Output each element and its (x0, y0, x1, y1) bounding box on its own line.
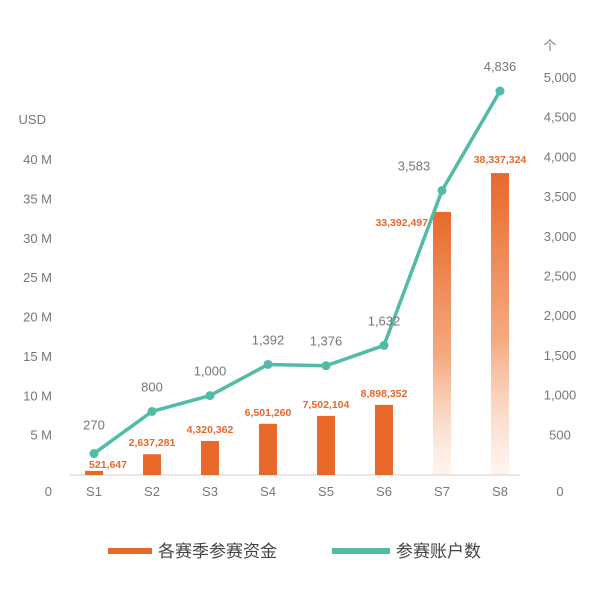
right-axis-unit: 个 (543, 38, 556, 53)
bar-s6 (375, 404, 393, 475)
legend-swatch-funding (108, 548, 152, 554)
line-label: 1,376 (310, 334, 343, 349)
right-axis-tick: 2,500 (544, 269, 577, 284)
bar-s2 (143, 454, 161, 475)
x-axis-tick: S6 (376, 484, 392, 499)
right-axis-tick: 3,500 (544, 189, 577, 204)
line-point-s8 (495, 86, 505, 96)
bars-layer (85, 173, 509, 475)
bar-label: 2,637,281 (129, 437, 176, 449)
right-axis-tick: 500 (549, 427, 571, 442)
legend-swatch-accounts (332, 548, 390, 554)
line-label: 800 (141, 379, 163, 394)
line-label: 1,000 (194, 364, 227, 379)
x-axis-tick: S8 (492, 484, 508, 499)
line-point-s4 (263, 359, 273, 369)
right-axis-tick: 3,000 (544, 229, 577, 244)
left-axis-tick: 5 M (30, 428, 52, 443)
left-axis-tick: 20 M (23, 310, 52, 325)
bar-label: 6,501,260 (245, 407, 292, 419)
left-axis-tick: 25 M (23, 270, 52, 285)
line-point-s7 (437, 186, 447, 196)
line-label: 3,583 (398, 159, 431, 174)
right-axis-tick: 5,000 (544, 70, 577, 85)
bar-label: 7,502,104 (303, 399, 350, 411)
axes-layer: USD 0 5 M 10 M 15 M 20 M 25 M 30 M 35 M 40 M 个 0 500… (19, 38, 577, 499)
line-point-s2 (147, 406, 157, 416)
bar-s8 (491, 173, 509, 475)
line-point-s6 (379, 340, 389, 350)
left-axis-tick: 30 M (23, 231, 52, 246)
right-axis-tick: 0 (556, 484, 563, 499)
bar-s7 (433, 212, 451, 475)
bar-s5 (317, 415, 335, 475)
right-axis-tick: 4,500 (544, 110, 577, 125)
bar-s3 (201, 440, 219, 475)
bar-label: 4,320,362 (187, 424, 234, 436)
line-label: 1,632 (368, 313, 401, 328)
legend-label-accounts: 参赛账户数 (396, 541, 481, 561)
line-point-s5 (321, 361, 331, 371)
bar-label: 8,898,352 (361, 388, 408, 400)
x-axis-tick: S1 (86, 484, 102, 499)
legend-label-funding: 各赛季参赛资金 (158, 541, 277, 561)
legend: 各赛季参赛资金 参赛账户数 (108, 541, 481, 561)
right-axis-tick: 2,000 (544, 308, 577, 323)
bar-label: 38,337,324 (474, 154, 527, 166)
bar-s1 (85, 470, 103, 475)
line-label: 270 (83, 418, 105, 433)
line-point-s3 (205, 391, 215, 401)
left-axis-tick: 10 M (23, 388, 52, 403)
line-label: 1,392 (252, 332, 285, 347)
bar-label: 521,647 (89, 459, 127, 471)
bar-s4 (259, 423, 277, 475)
x-axis-tick: S2 (144, 484, 160, 499)
left-axis-tick: 0 (45, 484, 52, 499)
bar-label: 33,392,497 (375, 217, 428, 229)
x-axis-tick: S7 (434, 484, 450, 499)
left-axis-tick: 40 M (23, 152, 52, 167)
left-axis-tick: 15 M (23, 349, 52, 364)
right-axis-tick: 4,000 (544, 149, 577, 164)
line-series-accounts (92, 90, 502, 455)
left-axis-unit: USD (19, 112, 46, 127)
x-axis-tick: S5 (318, 484, 334, 499)
right-axis-tick: 1,000 (544, 388, 577, 403)
x-axis-tick: S4 (260, 484, 276, 499)
line-layer (89, 86, 505, 459)
line-label: 4,836 (484, 59, 517, 74)
x-axis-tick: S3 (202, 484, 218, 499)
left-axis-tick: 35 M (23, 191, 52, 206)
right-axis-tick: 1,500 (544, 348, 577, 363)
line-point-s1 (89, 449, 99, 459)
